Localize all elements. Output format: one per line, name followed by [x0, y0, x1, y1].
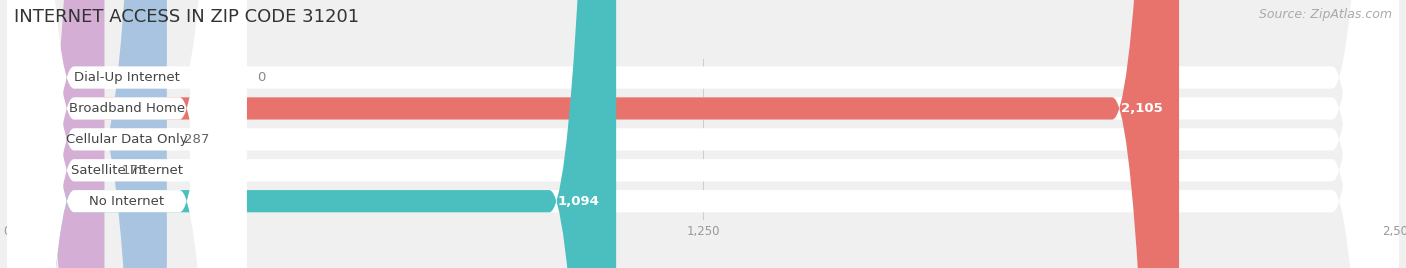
FancyBboxPatch shape: [7, 0, 167, 268]
Text: Dial-Up Internet: Dial-Up Internet: [73, 71, 180, 84]
Text: Source: ZipAtlas.com: Source: ZipAtlas.com: [1258, 8, 1392, 21]
Text: Cellular Data Only: Cellular Data Only: [66, 133, 187, 146]
Text: 287: 287: [184, 133, 209, 146]
FancyBboxPatch shape: [7, 0, 1399, 268]
FancyBboxPatch shape: [7, 0, 246, 268]
FancyBboxPatch shape: [7, 0, 1399, 268]
FancyBboxPatch shape: [7, 0, 246, 268]
FancyBboxPatch shape: [7, 0, 246, 268]
Text: No Internet: No Internet: [89, 195, 165, 208]
Text: Satellite Internet: Satellite Internet: [70, 164, 183, 177]
Text: 175: 175: [121, 164, 146, 177]
Text: 0: 0: [257, 71, 266, 84]
FancyBboxPatch shape: [7, 0, 104, 268]
Text: INTERNET ACCESS IN ZIP CODE 31201: INTERNET ACCESS IN ZIP CODE 31201: [14, 8, 359, 26]
FancyBboxPatch shape: [7, 0, 246, 268]
FancyBboxPatch shape: [7, 0, 1180, 268]
FancyBboxPatch shape: [7, 0, 616, 268]
Text: 1,094: 1,094: [558, 195, 599, 208]
FancyBboxPatch shape: [7, 0, 1399, 268]
Text: 2,105: 2,105: [1121, 102, 1163, 115]
FancyBboxPatch shape: [7, 0, 1399, 268]
FancyBboxPatch shape: [7, 0, 246, 268]
FancyBboxPatch shape: [7, 0, 1399, 268]
Text: Broadband Home: Broadband Home: [69, 102, 184, 115]
